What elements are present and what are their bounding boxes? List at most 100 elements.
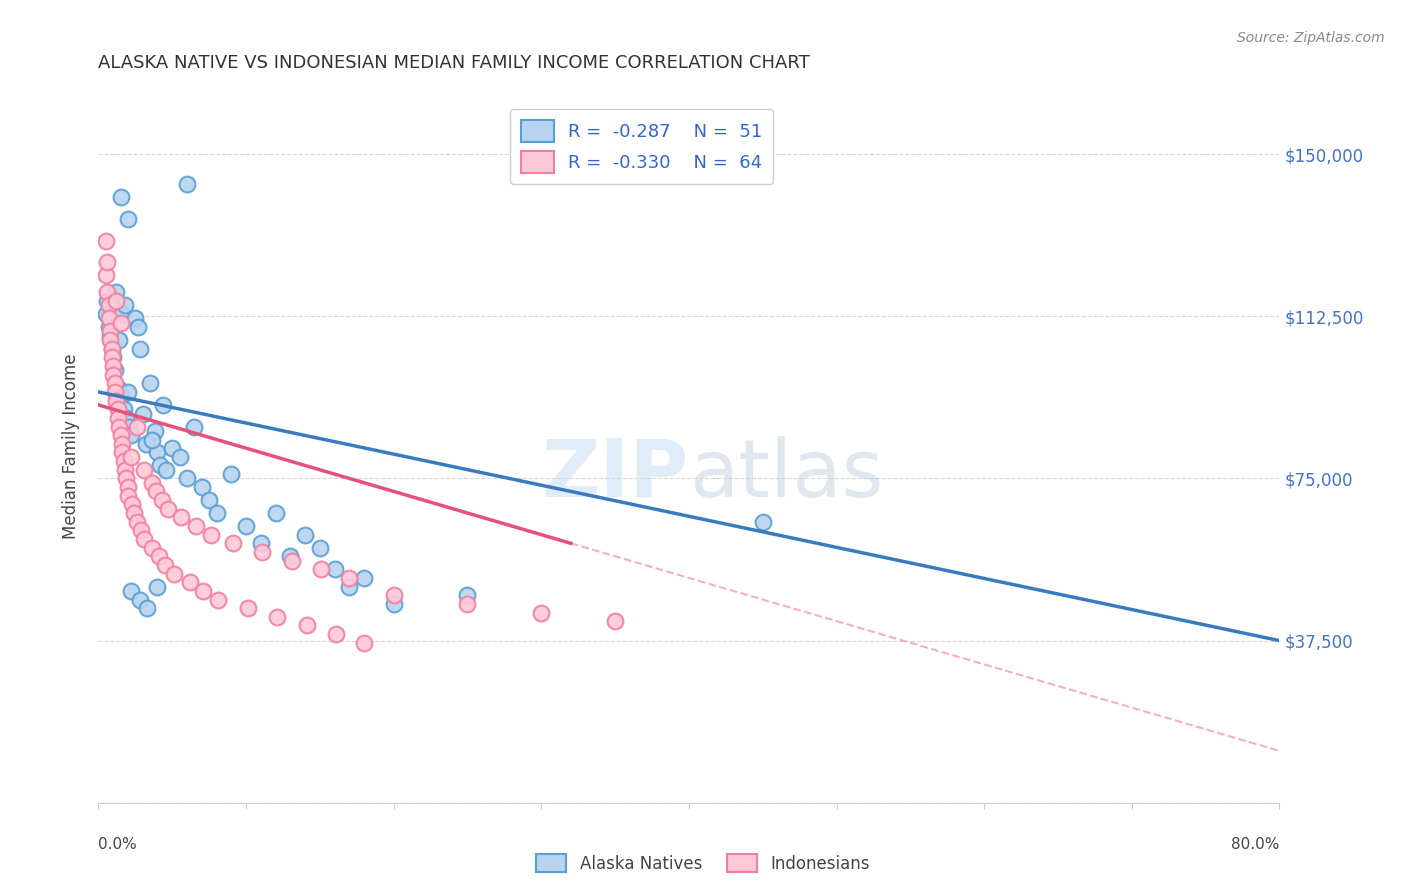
Point <box>112 454 135 468</box>
Point <box>207 592 229 607</box>
Point <box>128 592 150 607</box>
Point <box>339 580 360 594</box>
Point <box>141 475 163 490</box>
Point <box>110 428 132 442</box>
Point <box>198 493 221 508</box>
Point <box>605 614 627 628</box>
Point <box>295 618 318 632</box>
Point <box>141 433 163 447</box>
Point <box>100 342 122 356</box>
Text: Source: ZipAtlas.com: Source: ZipAtlas.com <box>1237 31 1385 45</box>
Point <box>115 410 138 425</box>
Point <box>97 298 120 312</box>
Point <box>176 178 198 192</box>
Point <box>107 381 129 395</box>
Point <box>281 553 304 567</box>
Point <box>176 471 198 485</box>
Point <box>97 311 120 326</box>
Point <box>100 342 122 356</box>
Point <box>111 307 134 321</box>
Point <box>143 424 166 438</box>
Point <box>170 510 193 524</box>
Point <box>104 376 127 391</box>
Text: 80.0%: 80.0% <box>1232 838 1279 852</box>
Point <box>105 294 128 309</box>
Point <box>111 445 134 459</box>
Point <box>94 307 117 321</box>
Point <box>250 536 273 550</box>
Point <box>125 419 148 434</box>
Point <box>114 298 136 312</box>
Point <box>205 506 228 520</box>
Legend: R =  -0.287    N =  51, R =  -0.330    N =  64: R = -0.287 N = 51, R = -0.330 N = 64 <box>510 109 773 184</box>
Point <box>96 294 118 309</box>
Point <box>179 575 201 590</box>
Text: 0.0%: 0.0% <box>98 838 138 852</box>
Point <box>152 398 174 412</box>
Point <box>456 588 478 602</box>
Point <box>145 484 167 499</box>
Point <box>121 497 143 511</box>
Point <box>110 190 132 204</box>
Point <box>149 458 172 473</box>
Point <box>104 384 127 399</box>
Point <box>129 524 152 538</box>
Point <box>156 501 179 516</box>
Point <box>108 419 131 434</box>
Point <box>97 320 120 334</box>
Text: ZIP: ZIP <box>541 435 689 514</box>
Point <box>120 428 142 442</box>
Point <box>264 506 287 520</box>
Point <box>200 527 222 541</box>
Point <box>107 410 129 425</box>
Point <box>148 549 170 564</box>
Point <box>103 351 125 365</box>
Point <box>114 463 136 477</box>
Point <box>111 437 134 451</box>
Point <box>103 359 125 373</box>
Point <box>339 571 360 585</box>
Point <box>94 268 117 282</box>
Point <box>120 450 142 464</box>
Point <box>183 419 205 434</box>
Point <box>235 519 257 533</box>
Point <box>184 519 207 533</box>
Point <box>110 389 132 403</box>
Point <box>153 558 176 572</box>
Point <box>132 407 155 421</box>
Point <box>100 351 122 365</box>
Point <box>325 627 347 641</box>
Point <box>120 583 142 598</box>
Point <box>309 541 332 555</box>
Point <box>98 328 121 343</box>
Point <box>98 325 121 339</box>
Point <box>219 467 242 482</box>
Point <box>117 211 139 226</box>
Point <box>118 419 141 434</box>
Point <box>191 480 214 494</box>
Point <box>136 601 159 615</box>
Point <box>117 489 139 503</box>
Point <box>382 597 405 611</box>
Point <box>107 402 129 417</box>
Point <box>117 480 139 494</box>
Point <box>105 393 128 408</box>
Point <box>94 234 117 248</box>
Point <box>98 333 121 347</box>
Point <box>134 532 156 546</box>
Point <box>163 566 186 581</box>
Point <box>105 285 128 300</box>
Point <box>135 437 157 451</box>
Point <box>382 588 405 602</box>
Point <box>110 316 132 330</box>
Point <box>278 549 302 564</box>
Point <box>751 515 773 529</box>
Point <box>141 541 163 555</box>
Legend: Alaska Natives, Indonesians: Alaska Natives, Indonesians <box>530 847 876 880</box>
Point <box>146 580 169 594</box>
Point <box>193 583 215 598</box>
Point <box>125 515 148 529</box>
Point <box>294 527 316 541</box>
Point <box>236 601 259 615</box>
Point <box>323 562 346 576</box>
